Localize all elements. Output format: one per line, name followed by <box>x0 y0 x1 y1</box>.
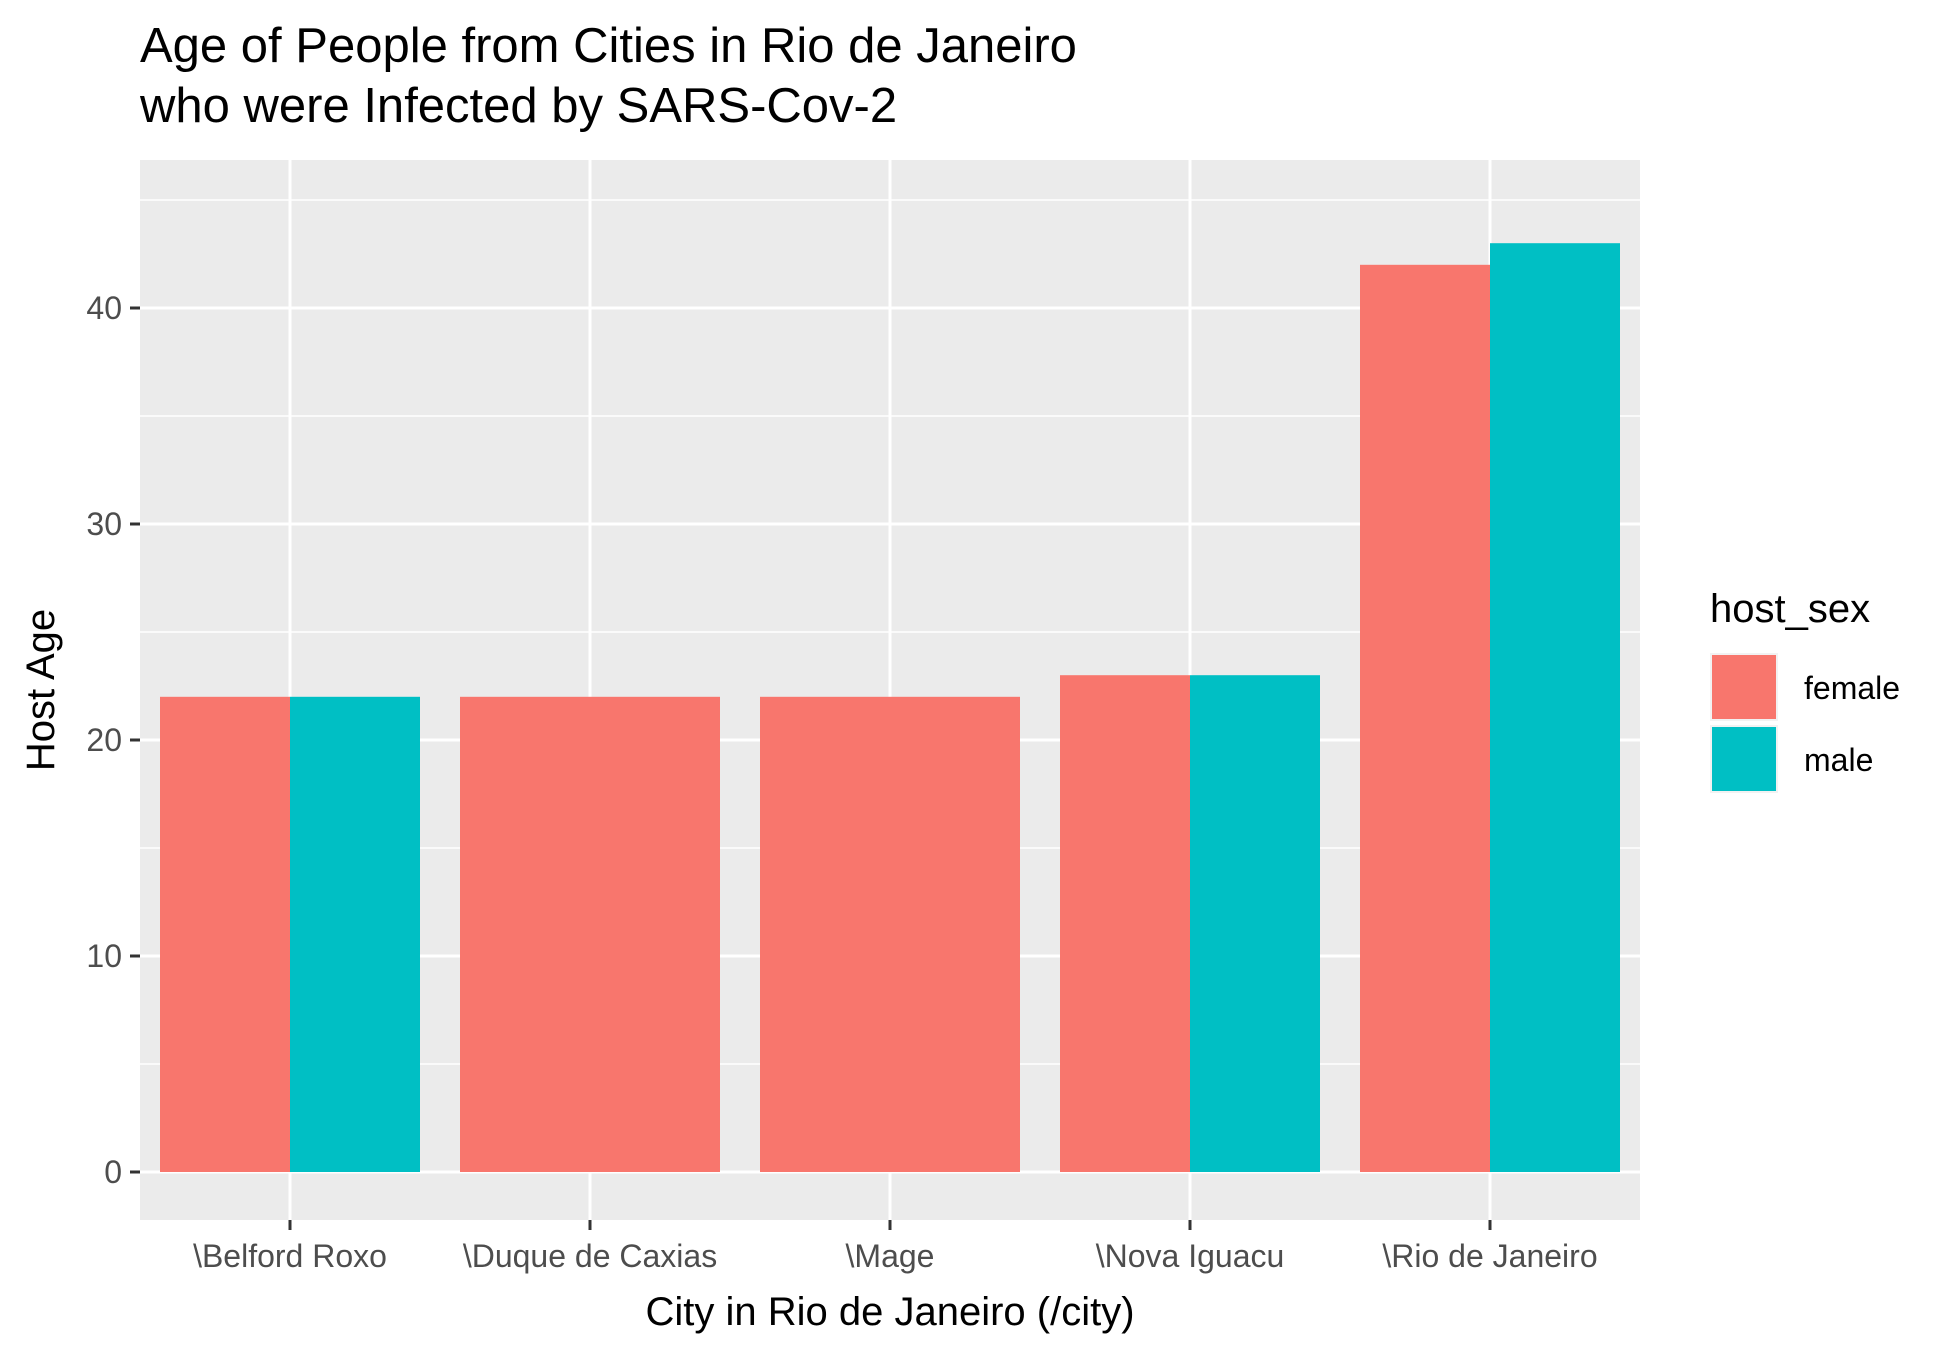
x-axis-title: City in Rio de Janeiro (/city) <box>645 1290 1134 1334</box>
x-tick-label: \Duque de Caxias <box>463 1238 717 1274</box>
x-tick-label: \Belford Roxo <box>193 1238 387 1274</box>
chart-title-line-1: Age of People from Cities in Rio de Jane… <box>140 19 1077 73</box>
y-tick-label: 30 <box>86 506 122 542</box>
legend-label-female: female <box>1804 670 1900 706</box>
x-tick-label: \Nova Iguacu <box>1096 1238 1285 1274</box>
bars <box>160 243 1620 1172</box>
y-tick-label: 0 <box>104 1154 122 1190</box>
legend-swatch-male <box>1712 727 1776 791</box>
bar-female-3 <box>1060 675 1190 1172</box>
bar-male-3 <box>1190 675 1320 1172</box>
x-tick-label: \Mage <box>846 1238 935 1274</box>
x-tick-label: \Rio de Janeiro <box>1382 1238 1597 1274</box>
x-axis: \Belford Roxo \Duque de Caxias \Mage \Nova … <box>193 1220 1598 1274</box>
y-tick-label: 20 <box>86 722 122 758</box>
y-tick-label: 40 <box>86 290 122 326</box>
legend-title: host_sex <box>1710 587 1870 631</box>
y-axis-title: Host Age <box>19 609 63 771</box>
bar-male-4 <box>1490 243 1620 1172</box>
bar-male-0 <box>290 696 420 1172</box>
bar-female-0 <box>160 696 290 1172</box>
chart-title-line-2: who were Infected by SARS-Cov-2 <box>139 79 897 133</box>
bar-female-1 <box>460 696 720 1172</box>
y-axis: 0 10 20 30 40 <box>86 290 140 1190</box>
bar-female-4 <box>1360 264 1490 1172</box>
y-tick-label: 10 <box>86 938 122 974</box>
legend-swatch-female <box>1712 655 1776 719</box>
legend-label-male: male <box>1804 742 1873 778</box>
bar-female-2 <box>760 696 1020 1172</box>
legend: host_sex female male <box>1710 587 1900 793</box>
